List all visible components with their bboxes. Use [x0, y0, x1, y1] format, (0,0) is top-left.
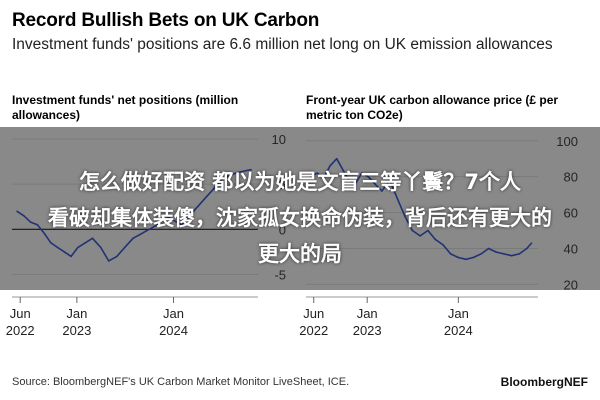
x-tick-label-month: Jan [448, 306, 469, 321]
brand-logo: BloombergNEF [500, 375, 588, 389]
x-tick-label-year: 2023 [353, 323, 382, 338]
x-tick-label-year: 2022 [6, 323, 35, 338]
overlay-line-2: 看破却集体装傻，沈家孤女换命伪装，背后还有更大的 [48, 206, 552, 230]
x-tick-label-month: Jan [163, 306, 184, 321]
x-tick-label-month: Jan [357, 306, 378, 321]
chart-subtitle: Investment funds' positions are 6.6 mill… [12, 36, 553, 53]
left-panel-title: Investment funds' net positions (million… [12, 93, 239, 122]
overlay-banner[interactable]: 怎么做好配资 都以为她是文盲三等丫鬟？7个人 看破却集体装傻，沈家孤女换命伪装，… [0, 127, 600, 290]
overlay-line-1: 怎么做好配资 都以为她是文盲三等丫鬟？7个人 [79, 170, 521, 194]
overlay-line-3: 更大的局 [258, 242, 342, 266]
chart-title: Record Bullish Bets on UK Carbon [12, 10, 320, 31]
x-tick-label-month: Jun [303, 306, 324, 321]
x-tick-label-year: 2024 [159, 323, 188, 338]
x-tick-label-year: 2022 [299, 323, 328, 338]
x-tick-label-month: Jun [10, 306, 31, 321]
x-tick-label-year: 2023 [62, 323, 91, 338]
source-note: Source: BloombergNEF's UK Carbon Market … [12, 376, 350, 388]
right-panel-title: Front-year UK carbon allowance price (£ … [306, 93, 559, 122]
x-tick-label-year: 2024 [444, 323, 473, 338]
x-tick-label-month: Jan [66, 306, 87, 321]
